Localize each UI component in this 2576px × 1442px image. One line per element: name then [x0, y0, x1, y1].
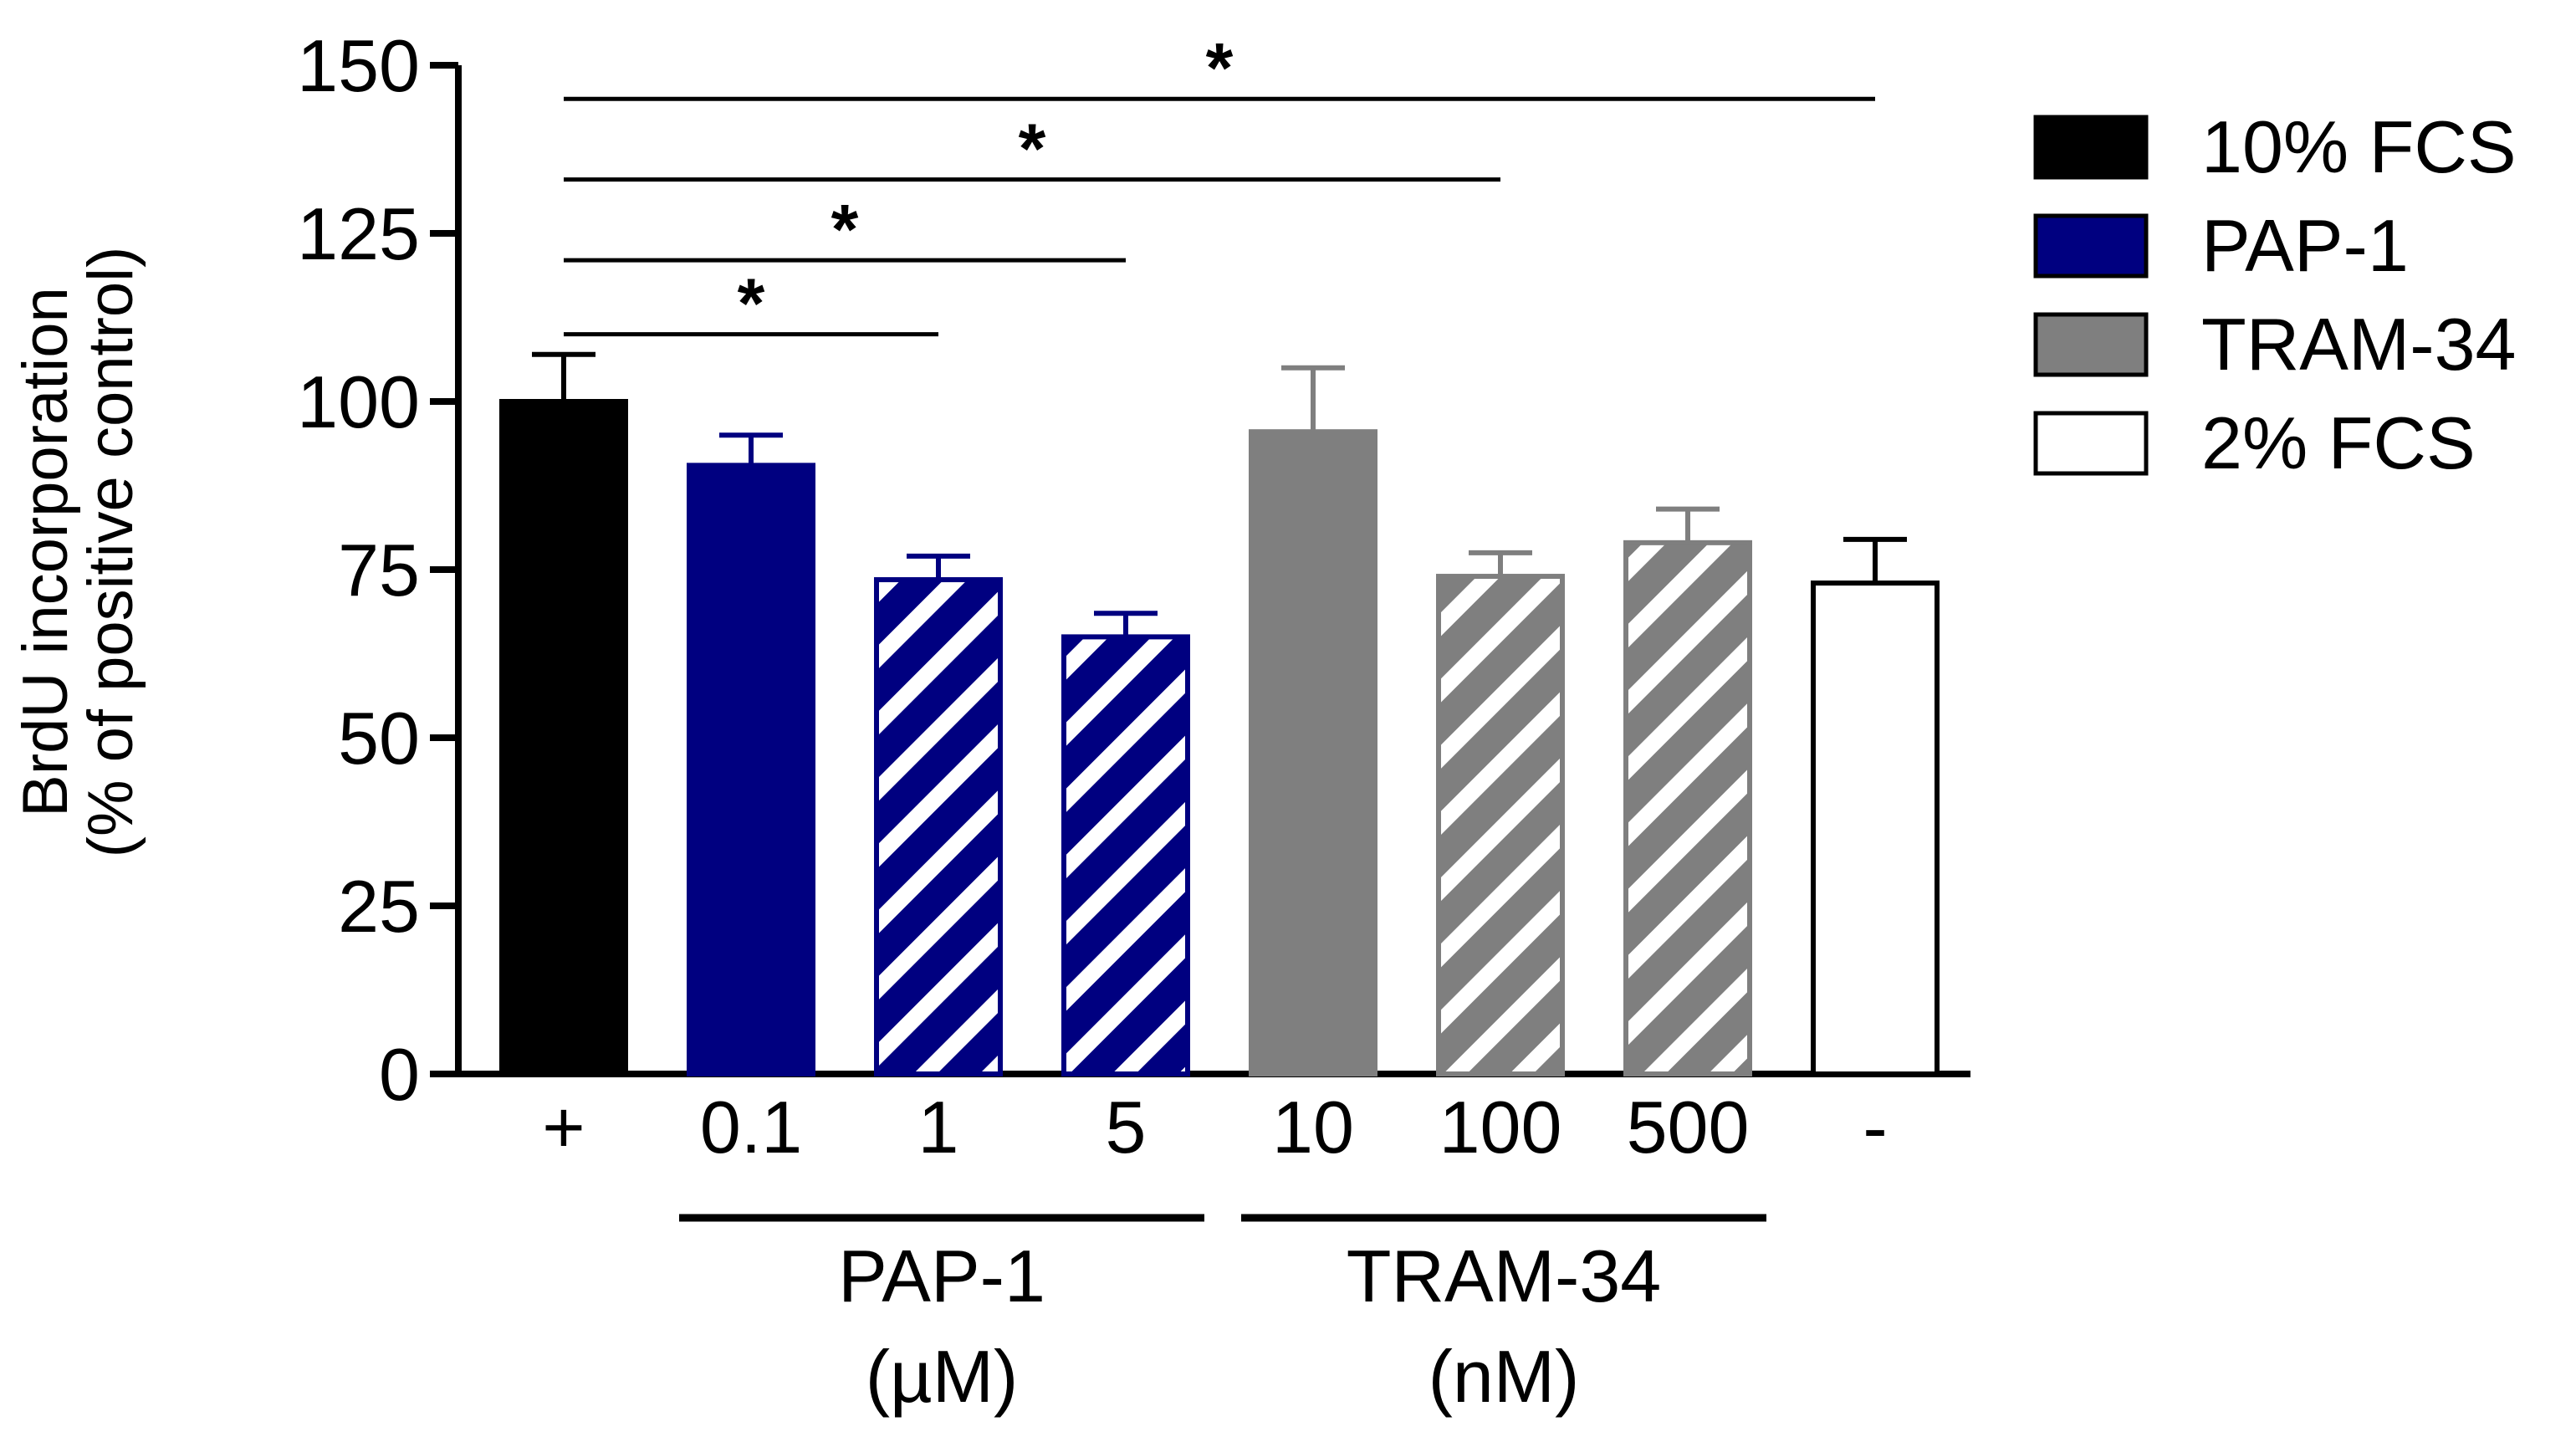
- category-label: 0.1: [700, 1086, 802, 1168]
- group-labels: PAP-1 (µM) TRAM-34 (nM): [679, 1214, 1766, 1418]
- category-label: 100: [1439, 1086, 1562, 1168]
- bar: [1061, 634, 1190, 1076]
- category-label: -: [1863, 1086, 1887, 1168]
- y-tick-label: 50: [338, 697, 420, 780]
- bar: [1249, 429, 1377, 1076]
- group-label: PAP-1: [838, 1235, 1045, 1317]
- significance-brackets: * * * *: [564, 28, 1875, 343]
- significance-star: *: [1019, 110, 1046, 188]
- significance-star: *: [831, 190, 859, 268]
- bar: [1623, 539, 1752, 1076]
- y-axis-title: BrdU incorporation (% of positive contro…: [10, 247, 146, 858]
- y-tick-label: 25: [338, 865, 420, 948]
- legend: 10% FCS PAP-1 TRAM-34 2% FCS: [2033, 105, 2517, 484]
- bar: [1436, 574, 1565, 1076]
- significance-star: *: [1206, 28, 1234, 107]
- axes: 0 25 50 75 100 125 150: [297, 24, 1970, 1116]
- group-unit: (nM): [1429, 1335, 1580, 1418]
- category-labels: +0.1 1 5 10 100 500 -: [542, 1086, 1887, 1168]
- bar: [1811, 580, 1940, 1076]
- category-label: +: [542, 1086, 585, 1168]
- y-tick-label: 100: [297, 360, 420, 443]
- bar: [687, 463, 815, 1076]
- legend-swatch: [2033, 213, 2149, 279]
- significance-star: *: [738, 264, 765, 343]
- y-axis-title-line2: (% of positive control): [75, 247, 146, 858]
- y-tick-label: 125: [297, 192, 420, 275]
- y-tick-label: 75: [338, 529, 420, 611]
- y-tick-label: 150: [297, 24, 420, 107]
- category-label: 500: [1627, 1086, 1750, 1168]
- category-label: 5: [1106, 1086, 1147, 1168]
- y-axis-title-line1: BrdU incorporation: [10, 287, 81, 817]
- legend-label: TRAM-34: [2201, 303, 2517, 386]
- group-label: TRAM-34: [1347, 1235, 1662, 1317]
- legend-label: PAP-1: [2201, 204, 2409, 287]
- legend-swatch: [2033, 312, 2149, 377]
- legend-label: 10% FCS: [2201, 105, 2517, 188]
- category-label: 10: [1272, 1086, 1354, 1168]
- bar: [499, 399, 628, 1076]
- legend-label: 2% FCS: [2201, 401, 2476, 484]
- bars: [499, 399, 1940, 1076]
- category-label: 1: [918, 1086, 959, 1168]
- error-bars: [532, 351, 1907, 637]
- legend-swatch: [2033, 411, 2149, 476]
- group-unit: (µM): [866, 1335, 1019, 1418]
- y-tick-label: 0: [379, 1033, 420, 1116]
- bar: [874, 577, 1003, 1076]
- legend-swatch: [2033, 115, 2149, 180]
